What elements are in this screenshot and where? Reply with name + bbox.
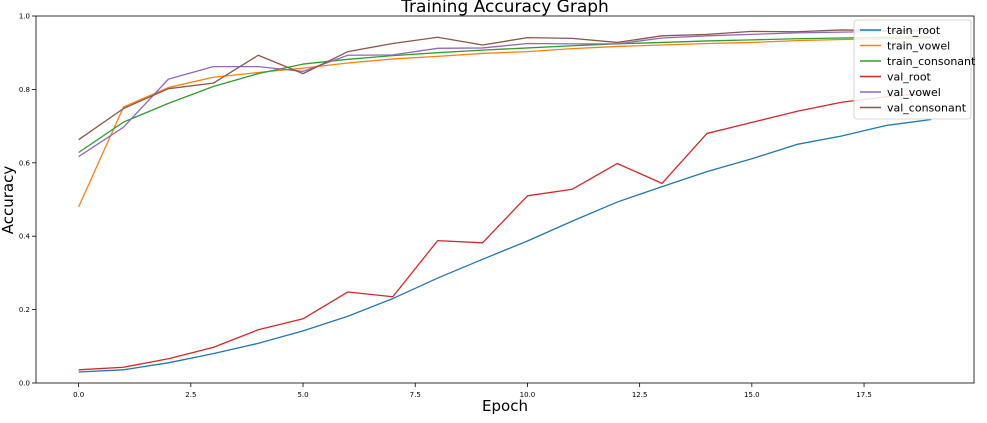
plot-frame <box>35 15 975 384</box>
x-tick-label: 12.5 <box>632 391 648 399</box>
x-tick-label: 17.5 <box>856 391 872 399</box>
legend-label-val-consonant: val_consonant <box>887 102 967 115</box>
series-line-train-consonant <box>78 36 932 154</box>
plot-area <box>78 29 932 373</box>
series-line-train-vowel <box>78 37 932 208</box>
x-tick-label: 15.0 <box>744 391 760 399</box>
x-tick-label: 0.0 <box>73 391 84 399</box>
series-line-val-consonant <box>78 29 932 141</box>
x-tick-label: 10.0 <box>520 391 536 399</box>
legend-label-train-vowel: train_vowel <box>887 40 950 53</box>
legend-label-train-root: train_root <box>887 24 941 37</box>
series-line-val-root <box>78 92 932 371</box>
x-tick-label: 2.5 <box>185 391 196 399</box>
legend: train_root train_vowel train_consonant val_… <box>853 19 976 120</box>
y-tick-label: 1.0 <box>19 13 30 21</box>
y-tick-label: 0.6 <box>19 159 31 167</box>
chart-title: Training Accuracy Graph <box>400 0 609 17</box>
legend-label-train-consonant: train_consonant <box>887 55 976 68</box>
series-line-train-root <box>78 118 932 373</box>
y-tick-label: 0.0 <box>19 380 30 388</box>
y-axis-label: Accuracy <box>0 166 17 235</box>
legend-box <box>853 19 972 120</box>
legend-label-val-vowel: val_vowel <box>887 86 941 99</box>
x-tick-label: 7.5 <box>410 391 421 399</box>
y-tick-label: 0.4 <box>19 233 31 241</box>
y-tick-label: 0.8 <box>19 86 30 94</box>
x-axis-label: Epoch <box>482 397 528 415</box>
x-tick-label: 5.0 <box>297 391 308 399</box>
axes: 0.0 2.5 5.0 7.5 10.0 12.5 15.0 17.5 0.0 0.2 0.4 0.6… <box>19 13 975 399</box>
legend-label-val-root: val_root <box>887 71 932 84</box>
series-line-val-vowel <box>78 30 932 158</box>
y-tick-label: 0.2 <box>19 306 30 314</box>
